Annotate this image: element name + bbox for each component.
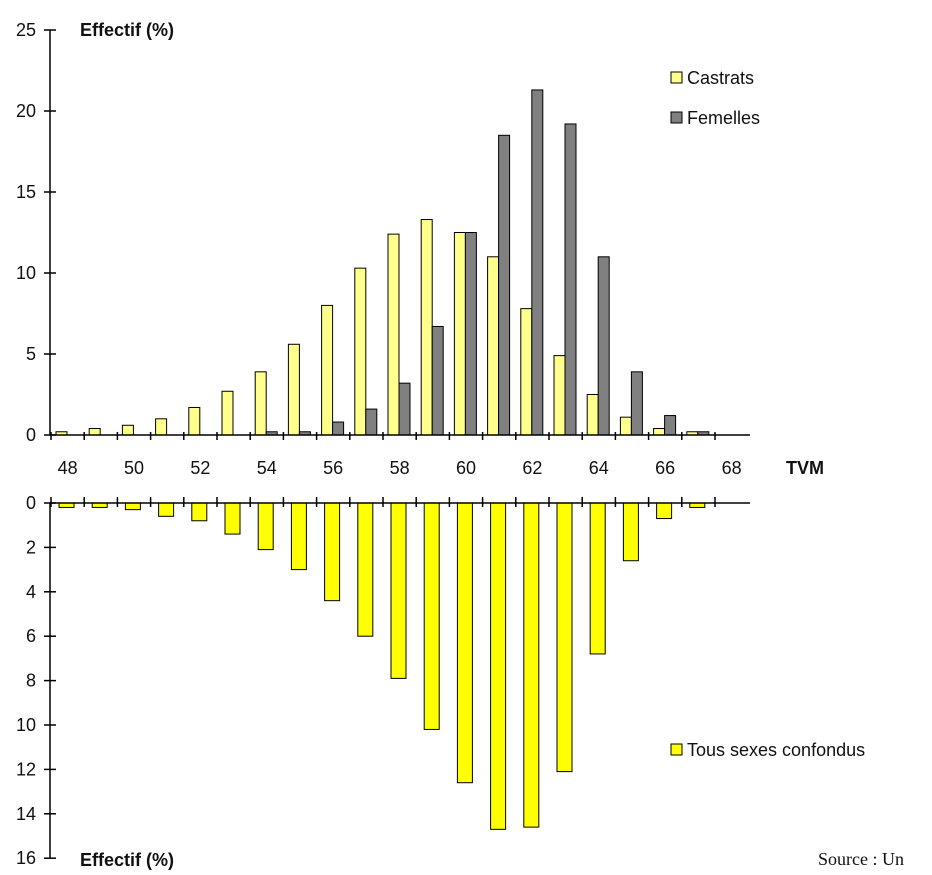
bar-tous-sexes-52	[191, 502, 208, 522]
x-tick-label-68: 68	[722, 458, 742, 478]
x-tick-label-64: 64	[589, 458, 609, 478]
legend-swatch-castrats	[670, 71, 683, 84]
bottom-y-tick-label-2: 2	[26, 537, 36, 557]
bar-castrats-65	[619, 416, 632, 436]
bottom-y-tick-label-16: 16	[16, 848, 36, 868]
bottom-y-axis-title: Effectif (%)	[80, 850, 174, 870]
bar-tous-sexes-60	[456, 502, 473, 784]
bottom-y-tick-label-6: 6	[26, 626, 36, 646]
bar-femelles-63	[564, 123, 577, 436]
top-y-tick-label-5: 5	[26, 344, 36, 364]
bar-femelles-56	[332, 421, 345, 436]
legend-bottom: Tous sexes confondus	[670, 740, 865, 760]
bottom-y-tick-label-0: 0	[26, 493, 36, 513]
top-y-tick-label-0: 0	[26, 425, 36, 445]
x-tick-label-58: 58	[390, 458, 410, 478]
bar-femelles-59	[431, 325, 444, 436]
source-note: Source : Un	[818, 849, 904, 869]
bar-tous-sexes-58	[390, 502, 407, 679]
bar-tous-sexes-61	[490, 502, 507, 830]
top-y-tick-label-10: 10	[16, 263, 36, 283]
x-tick-label-56: 56	[323, 458, 343, 478]
bar-femelles-61	[498, 134, 511, 436]
x-tick-label-66: 66	[655, 458, 675, 478]
bar-castrats-52	[188, 406, 201, 436]
bar-castrats-56	[321, 304, 334, 436]
top-y-tick-label-15: 15	[16, 182, 36, 202]
bottom-panel: 0 2 4 6 8 10 12 14 16 Effectif (%) Tous sexes co…	[16, 493, 865, 870]
legend-top: Castrats Femelles	[670, 68, 760, 128]
bar-castrats-54	[254, 371, 267, 436]
top-axes: 0 5 10 15 20 25 48 50 52 54 56 58 60 62 64 66 68	[16, 20, 750, 478]
bar-castrats-51	[155, 418, 168, 436]
bar-tous-sexes-63	[556, 502, 573, 773]
x-tick-label-48: 48	[58, 458, 78, 478]
bar-tous-sexes-56	[324, 502, 341, 602]
bar-castrats-55	[287, 343, 300, 436]
bar-femelles-65	[630, 371, 643, 436]
x-tick-label-62: 62	[522, 458, 542, 478]
legend-label-tous-sexes: Tous sexes confondus	[687, 740, 865, 760]
bar-femelles-60	[464, 232, 477, 436]
top-bars	[55, 89, 710, 436]
bar-castrats-59	[420, 219, 433, 436]
bar-femelles-66	[664, 415, 677, 436]
top-y-tick-label-20: 20	[16, 101, 36, 121]
bar-femelles-62	[531, 89, 544, 436]
top-y-axis-title: Effectif (%)	[80, 20, 174, 40]
bar-castrats-61	[487, 256, 500, 436]
bar-tous-sexes-62	[523, 502, 540, 828]
bottom-y-tick-label-4: 4	[26, 582, 36, 602]
top-y-tick-label-25: 25	[16, 20, 36, 40]
legend-label-femelles: Femelles	[687, 108, 760, 128]
bar-castrats-64	[586, 394, 599, 436]
bar-tous-sexes-54	[257, 502, 274, 551]
bar-castrats-49	[88, 428, 101, 436]
bar-tous-sexes-57	[357, 502, 374, 637]
x-tick-label-52: 52	[190, 458, 210, 478]
bar-castrats-62	[520, 308, 533, 436]
bottom-bars	[58, 502, 706, 830]
bar-castrats-50	[121, 424, 134, 436]
bottom-axes: 0 2 4 6 8 10 12 14 16	[16, 493, 750, 868]
bar-tous-sexes-51	[158, 502, 175, 517]
bar-femelles-64	[597, 256, 610, 436]
bar-tous-sexes-59	[423, 502, 440, 730]
bar-castrats-53	[221, 390, 234, 436]
bar-tous-sexes-66	[656, 502, 673, 520]
bar-castrats-58	[387, 233, 400, 436]
legend-label-castrats: Castrats	[687, 68, 754, 88]
bar-tous-sexes-55	[290, 502, 307, 571]
bar-castrats-57	[354, 267, 367, 436]
x-tick-label-60: 60	[456, 458, 476, 478]
legend-swatch-tous-sexes	[670, 743, 683, 756]
bar-castrats-60	[453, 232, 466, 436]
bottom-y-tick-label-8: 8	[26, 671, 36, 691]
legend-swatch-femelles	[670, 111, 683, 124]
bar-tous-sexes-50	[124, 502, 141, 511]
bar-castrats-63	[553, 355, 566, 436]
bar-tous-sexes-65	[622, 502, 639, 562]
bar-tous-sexes-64	[589, 502, 606, 655]
bottom-y-tick-label-12: 12	[16, 759, 36, 779]
x-tick-label-54: 54	[257, 458, 277, 478]
bottom-y-tick-label-10: 10	[16, 715, 36, 735]
bar-tous-sexes-53	[224, 502, 241, 535]
bar-castrats-66	[653, 428, 666, 436]
bar-femelles-57	[365, 408, 378, 436]
x-tick-label-50: 50	[124, 458, 144, 478]
bottom-y-tick-label-14: 14	[16, 804, 36, 824]
bar-femelles-58	[398, 382, 411, 436]
x-axis-title: TVM	[786, 458, 824, 478]
top-panel: 0 5 10 15 20 25 48 50 52 54 56 58 60 62 64 66 68 Effecti…	[16, 20, 824, 478]
